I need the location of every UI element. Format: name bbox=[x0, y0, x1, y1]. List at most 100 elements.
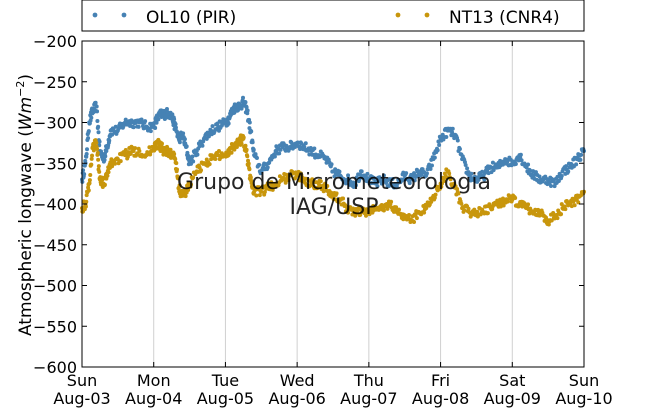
data-point bbox=[96, 130, 100, 134]
y-tick-label: −550 bbox=[33, 317, 77, 336]
data-point bbox=[412, 220, 416, 224]
data-point bbox=[486, 211, 490, 215]
legend-marker-nt13-a bbox=[396, 13, 401, 18]
data-point bbox=[573, 203, 577, 207]
data-point bbox=[119, 159, 123, 163]
data-point bbox=[273, 155, 277, 159]
x-tick-label-date: Aug-08 bbox=[412, 389, 469, 408]
data-point bbox=[555, 216, 559, 220]
data-point bbox=[95, 109, 99, 113]
data-point bbox=[183, 137, 187, 141]
data-point bbox=[549, 184, 553, 188]
data-point bbox=[208, 162, 212, 166]
data-point bbox=[579, 153, 583, 157]
data-point bbox=[97, 170, 101, 174]
data-point bbox=[330, 162, 334, 166]
data-point bbox=[185, 144, 189, 148]
data-point bbox=[153, 126, 157, 130]
data-point bbox=[84, 200, 88, 204]
data-point bbox=[422, 211, 426, 215]
data-point bbox=[248, 121, 252, 125]
data-point bbox=[246, 108, 250, 112]
data-point bbox=[149, 129, 153, 133]
data-point bbox=[96, 125, 100, 129]
data-point bbox=[444, 135, 448, 139]
data-point bbox=[247, 162, 251, 166]
data-point bbox=[137, 125, 141, 129]
legend-marker-ol10-a bbox=[93, 13, 98, 18]
data-point bbox=[242, 136, 246, 140]
data-point bbox=[86, 136, 90, 140]
legend-marker-ol10-b bbox=[122, 13, 127, 18]
y-tick-label: −400 bbox=[33, 195, 77, 214]
y-tick-label: −350 bbox=[33, 154, 77, 173]
data-point bbox=[559, 212, 563, 216]
data-point bbox=[88, 178, 92, 182]
data-point bbox=[107, 139, 111, 143]
data-point bbox=[578, 158, 582, 162]
data-point bbox=[245, 148, 249, 152]
x-tick-label-date: Aug-03 bbox=[53, 389, 110, 408]
x-tick-label-day: Thu bbox=[353, 371, 384, 390]
legend: OL10 (PIR) NT13 (CNR4) bbox=[82, 0, 584, 31]
data-point bbox=[95, 105, 99, 109]
y-tick-label: −500 bbox=[33, 277, 77, 296]
x-tick-label-day: Mon bbox=[137, 371, 171, 390]
data-point bbox=[467, 207, 471, 211]
x-tick-label-day: Sun bbox=[569, 371, 599, 390]
legend-marker-nt13-b bbox=[425, 13, 430, 18]
data-point bbox=[89, 116, 93, 120]
data-point bbox=[304, 141, 308, 145]
data-point bbox=[459, 202, 463, 206]
data-point bbox=[211, 124, 215, 128]
data-point bbox=[526, 162, 530, 166]
data-point bbox=[241, 96, 245, 100]
data-point bbox=[174, 122, 178, 126]
data-point bbox=[97, 164, 101, 168]
legend-label-nt13: NT13 (CNR4) bbox=[449, 8, 560, 28]
data-point bbox=[90, 154, 94, 158]
x-tick-label-date: Aug-09 bbox=[484, 389, 541, 408]
x-tick-label-date: Aug-06 bbox=[268, 389, 325, 408]
data-point bbox=[266, 165, 270, 169]
data-point bbox=[88, 173, 92, 177]
data-point bbox=[95, 147, 99, 151]
data-point bbox=[506, 199, 510, 203]
data-point bbox=[230, 151, 234, 155]
legend-label-ol10: OL10 (PIR) bbox=[146, 8, 236, 28]
x-tick-label-date: Aug-04 bbox=[125, 389, 182, 408]
data-point bbox=[213, 157, 217, 161]
data-point bbox=[191, 159, 195, 163]
chart: OL10 (PIR) NT13 (CNR4) Atmospheric longw… bbox=[0, 0, 650, 409]
watermark-line-1: Grupo de Micrometeorologia bbox=[177, 170, 491, 195]
data-point bbox=[133, 146, 137, 150]
data-point bbox=[105, 174, 109, 178]
y-tick-label: −200 bbox=[33, 32, 77, 51]
data-point bbox=[312, 147, 316, 151]
data-point bbox=[251, 140, 255, 144]
data-point bbox=[113, 162, 117, 166]
data-point bbox=[82, 172, 86, 176]
data-point bbox=[227, 121, 231, 125]
data-point bbox=[89, 163, 93, 167]
data-point bbox=[137, 149, 141, 153]
data-point bbox=[382, 208, 386, 212]
data-point bbox=[566, 169, 570, 173]
data-point bbox=[389, 200, 393, 204]
data-point bbox=[94, 101, 98, 105]
data-point bbox=[560, 174, 564, 178]
data-point bbox=[514, 162, 518, 166]
data-point bbox=[245, 154, 249, 158]
y-tick-label: −250 bbox=[33, 73, 77, 92]
data-point bbox=[103, 183, 107, 187]
data-point bbox=[458, 147, 462, 151]
data-point bbox=[178, 140, 182, 144]
x-tick-label-day: Tue bbox=[211, 371, 239, 390]
data-point bbox=[257, 163, 261, 167]
data-point bbox=[397, 208, 401, 212]
data-point bbox=[103, 154, 107, 158]
data-point bbox=[574, 162, 578, 166]
data-point bbox=[451, 127, 455, 131]
data-point bbox=[87, 188, 91, 192]
x-tick-label-day: Fri bbox=[431, 371, 450, 390]
